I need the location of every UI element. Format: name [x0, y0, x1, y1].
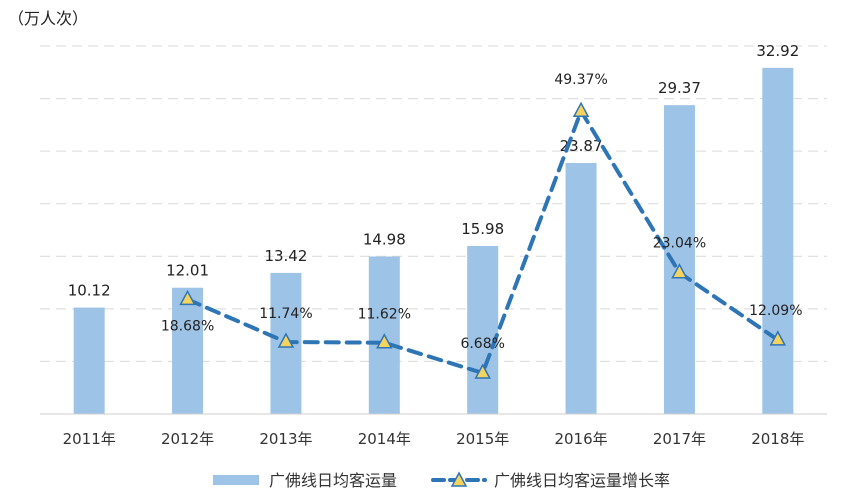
rate-series	[179, 101, 787, 379]
bar-value-label: 32.92	[756, 42, 799, 60]
x-tick-label: 2014年	[358, 430, 411, 448]
legend: 广佛线日均客运量 广佛线日均客运量增长率	[213, 471, 670, 490]
x-tick-label: 2017年	[653, 430, 706, 448]
bar	[73, 307, 105, 414]
x-tick-label: 2013年	[259, 430, 312, 448]
unit-label: （万人次）	[8, 9, 88, 28]
legend-line-label: 广佛线日均客运量增长率	[494, 471, 670, 490]
rate-point	[179, 289, 196, 306]
bar	[663, 105, 695, 414]
x-tick-label: 2012年	[161, 430, 214, 448]
bar	[467, 245, 499, 414]
bar	[762, 67, 794, 414]
bar-value-label: 14.98	[363, 230, 406, 248]
x-tick-label: 2011年	[63, 430, 116, 448]
rate-value-label: 6.68%	[460, 336, 504, 352]
gridlines	[40, 45, 827, 362]
legend-bar-swatch	[213, 475, 259, 485]
bar-value-label: 13.42	[264, 247, 307, 265]
rate-point	[474, 363, 491, 379]
rate-value-label: 12.09%	[749, 303, 802, 319]
bar	[172, 287, 204, 414]
legend-bar-label: 广佛线日均客运量	[269, 471, 397, 490]
rate-point	[376, 333, 393, 349]
rate-value-label: 23.04%	[653, 236, 706, 252]
rate-value-label: 18.68%	[161, 318, 214, 334]
x-axis-ticks: 2011年 2012年 2013年 2014年 2015年 2016年 2017年 2018年	[63, 430, 805, 448]
bar-series	[73, 67, 794, 414]
bar-value-label: 12.01	[166, 262, 209, 280]
bar-value-label: 29.37	[658, 79, 701, 97]
rate-value-label: 11.74%	[259, 306, 312, 322]
bar-value-label: 10.12	[68, 282, 111, 300]
rate-point	[277, 332, 295, 348]
rate-point	[769, 330, 787, 346]
x-tick-label: 2016年	[554, 430, 607, 448]
bar	[565, 163, 597, 414]
rate-point	[572, 101, 590, 117]
rate-value-label: 11.62%	[358, 307, 411, 323]
x-tick-label: 2018年	[751, 430, 804, 448]
x-tick-label: 2015年	[456, 430, 509, 448]
rate-point	[671, 263, 688, 279]
rate-value-label: 49.37%	[554, 72, 607, 88]
legend-triangle-marker	[450, 471, 468, 487]
rate-value-labels: 18.68% 11.74% 11.62% 6.68% 49.37% 23.04% 12.09…	[161, 72, 803, 352]
bar-value-label: 15.98	[461, 220, 504, 238]
